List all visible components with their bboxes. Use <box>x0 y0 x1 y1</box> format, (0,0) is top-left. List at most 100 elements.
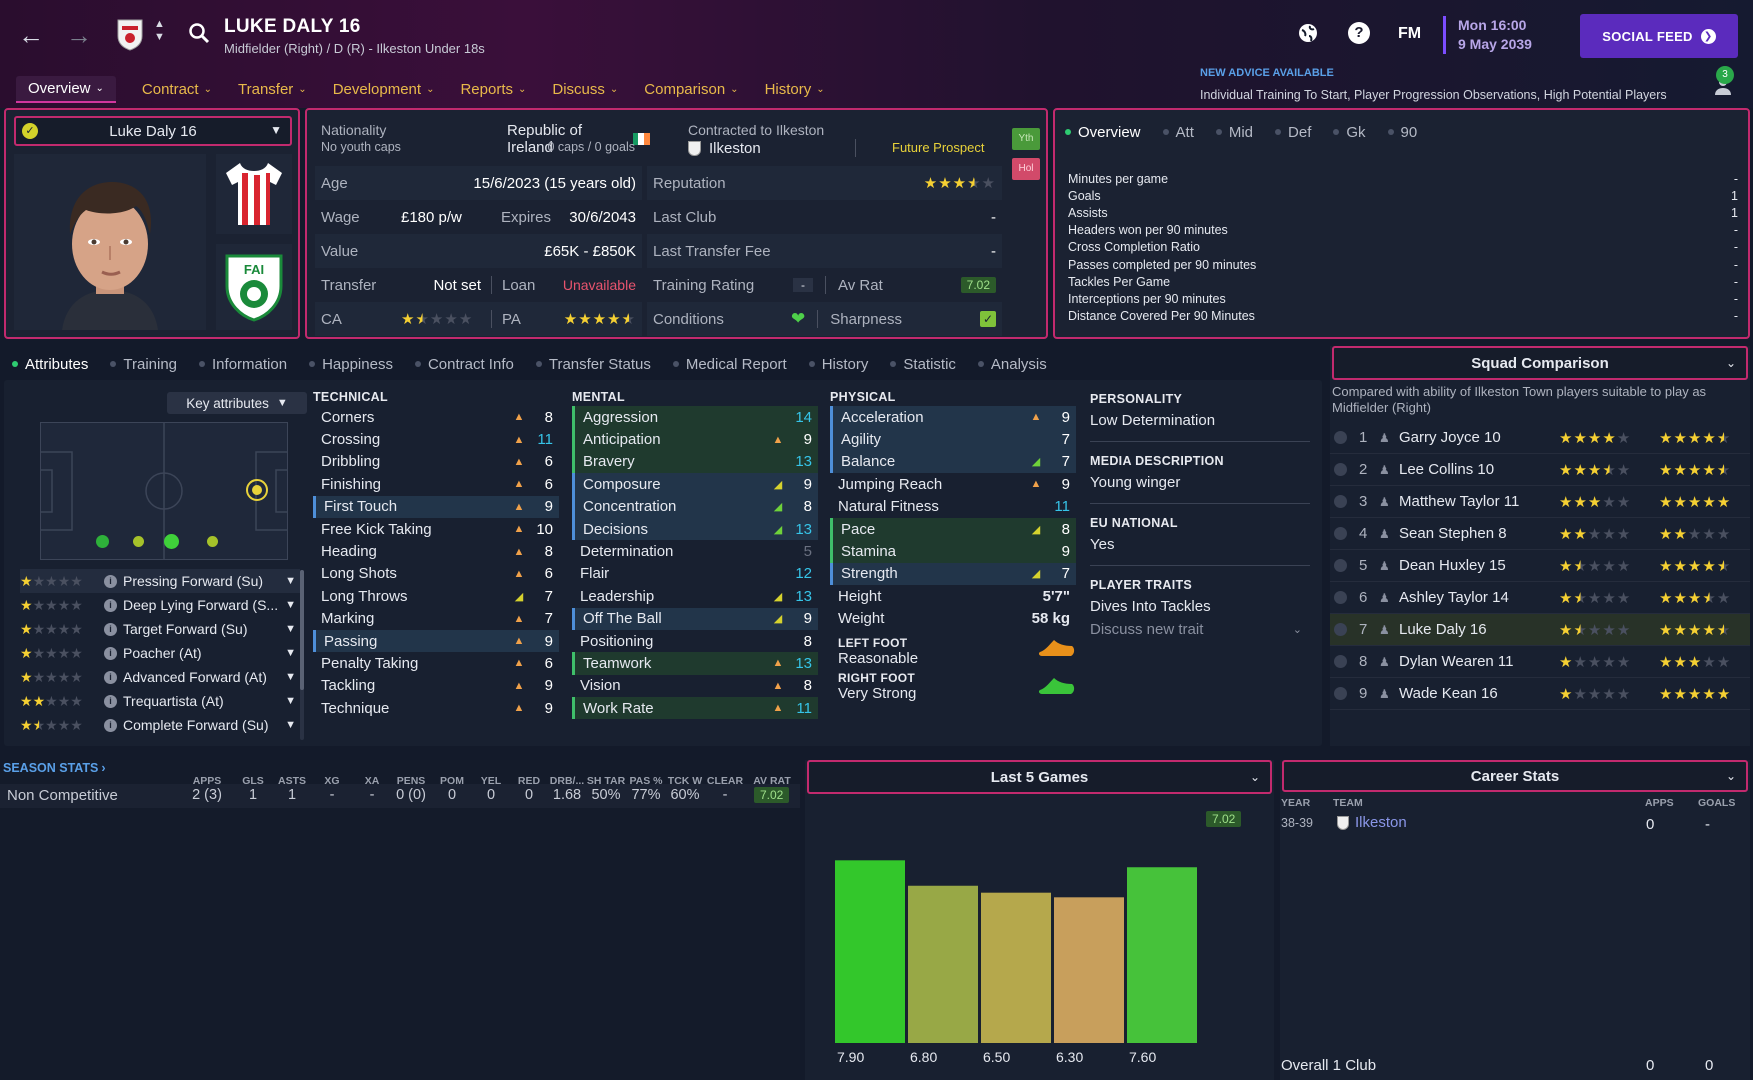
key-attributes-dropdown[interactable]: Key attributes ▼ <box>167 392 307 414</box>
attribute-row[interactable]: Penalty Taking ▲ 6 <box>313 652 559 674</box>
menu-item-development[interactable]: Development ⌄ <box>333 81 435 98</box>
rating-bar[interactable] <box>1127 867 1197 1043</box>
search-icon[interactable] <box>188 22 210 47</box>
overview-tab-overview[interactable]: Overview <box>1065 124 1141 141</box>
attribute-row[interactable]: Long Shots ▲ 6 <box>313 563 559 585</box>
select-radio-icon[interactable] <box>1334 495 1347 508</box>
attribute-row[interactable]: Crossing ▲ 11 <box>313 428 559 450</box>
attribute-row[interactable]: Aggression 14 <box>572 406 818 429</box>
attribute-row[interactable]: Composure ◢ 9 <box>572 473 818 496</box>
back-arrow-icon[interactable]: ← <box>18 20 44 50</box>
loan-value[interactable]: Unavailable <box>562 277 636 293</box>
overview-tab-def[interactable]: Def <box>1275 124 1311 141</box>
menu-item-overview[interactable]: Overview ⌄ <box>16 75 116 103</box>
squad-row[interactable]: 6 ♟ Ashley Taylor 14 ★★★★★ ★★★★★ <box>1330 582 1750 614</box>
role-item[interactable]: ★★★★★ i Advanced Forward (At) ▼ <box>20 665 300 689</box>
value-value[interactable]: £65K - £850K <box>544 242 636 260</box>
help-icon[interactable]: ? <box>1348 22 1370 44</box>
attribute-row[interactable]: Teamwork ▲ 13 <box>572 652 818 675</box>
select-radio-icon[interactable] <box>1334 559 1347 572</box>
subtab-transfer-status[interactable]: Transfer Status <box>535 356 651 373</box>
attribute-row[interactable]: Bravery 13 <box>572 450 818 474</box>
attribute-row[interactable]: Corners ▲ 8 <box>313 406 559 428</box>
attribute-row[interactable]: Free Kick Taking ▲ 10 <box>313 518 559 540</box>
attribute-row[interactable]: Passing ▲ 9 <box>313 629 559 653</box>
date-time[interactable]: Mon 16:00 9 May 2039 <box>1443 16 1532 54</box>
squad-comparison-dropdown[interactable]: Squad Comparison ⌄ <box>1332 346 1748 380</box>
info-icon[interactable]: i <box>104 694 117 708</box>
club-crest-icon[interactable] <box>116 18 144 52</box>
info-icon[interactable]: i <box>104 718 117 732</box>
select-radio-icon[interactable] <box>1334 591 1347 604</box>
squad-row[interactable]: 5 ♟ Dean Huxley 15 ★★★★★ ★★★★★ <box>1330 550 1750 582</box>
player-cycle-icon[interactable]: ▲ ▼ <box>154 18 165 43</box>
select-radio-icon[interactable] <box>1334 687 1347 700</box>
club-link[interactable]: Ilkeston <box>688 140 761 157</box>
select-radio-icon[interactable] <box>1334 623 1347 636</box>
squad-row[interactable]: 7 ♟ Luke Daly 16 ★★★★★ ★★★★★ <box>1330 614 1750 646</box>
subtab-medical-report[interactable]: Medical Report <box>672 356 787 373</box>
season-stats-link[interactable]: SEASON STATS › <box>3 761 106 775</box>
position-pitch[interactable] <box>40 422 288 560</box>
advice-text[interactable]: Individual Training To Start, Player Pro… <box>1200 88 1667 102</box>
select-radio-icon[interactable] <box>1334 431 1347 444</box>
menu-item-history[interactable]: History ⌄ <box>765 81 825 98</box>
rating-bar[interactable] <box>1054 897 1124 1043</box>
menu-item-reports[interactable]: Reports ⌄ <box>460 81 526 98</box>
transfer-value[interactable]: Not set <box>433 276 481 294</box>
attribute-row[interactable]: Vision ▲ 8 <box>572 675 818 697</box>
attribute-row[interactable]: Balance ◢ 7 <box>830 450 1076 474</box>
trait-item[interactable]: Dives Into Tackles <box>1090 598 1211 615</box>
role-item[interactable]: ★★★★★ i Deep Lying Forward (S... ▼ <box>20 593 300 617</box>
squad-row[interactable]: 4 ♟ Sean Stephen 8 ★★★★★ ★★★★★ <box>1330 518 1750 550</box>
attribute-row[interactable]: First Touch ▲ 9 <box>313 495 559 518</box>
subtab-happiness[interactable]: Happiness <box>309 356 393 373</box>
info-icon[interactable]: i <box>104 646 117 660</box>
role-item[interactable]: ★★★★★ i Target Forward (Su) ▼ <box>20 617 300 641</box>
attribute-row[interactable]: Strength ◢ 7 <box>830 562 1076 586</box>
chevron-down-icon[interactable]: ▼ <box>285 647 296 659</box>
chevron-down-icon[interactable]: ▼ <box>285 719 296 731</box>
attribute-row[interactable]: Natural Fitness 11 <box>830 496 1076 518</box>
menu-item-comparison[interactable]: Comparison ⌄ <box>644 81 738 98</box>
fm-logo[interactable]: FM <box>1398 25 1422 42</box>
nationality[interactable]: Republic of Ireland <box>507 122 650 156</box>
overview-tab-mid[interactable]: Mid <box>1215 124 1253 141</box>
squad-row[interactable]: 3 ♟ Matthew Taylor 11 ★★★★★ ★★★★★ <box>1330 486 1750 518</box>
subtab-statistic[interactable]: Statistic <box>890 356 956 373</box>
chevron-down-icon[interactable]: ▼ <box>285 575 296 587</box>
attribute-row[interactable]: Heading ▲ 8 <box>313 540 559 562</box>
attribute-row[interactable]: Agility 7 <box>830 428 1076 451</box>
wage-value[interactable]: £180 p/w <box>401 208 462 226</box>
attribute-row[interactable]: Marking ▲ 7 <box>313 608 559 630</box>
attribute-row[interactable]: Anticipation ▲ 9 <box>572 428 818 451</box>
role-item[interactable]: ★★★★★ i Pressing Forward (Su) ▼ <box>20 569 300 593</box>
menu-item-transfer[interactable]: Transfer ⌄ <box>238 81 307 98</box>
overview-tab-90[interactable]: 90 <box>1387 124 1417 141</box>
attribute-row[interactable]: Off The Ball ◢ 9 <box>572 607 818 630</box>
attribute-row[interactable]: Concentration ◢ 8 <box>572 495 818 518</box>
career-team-link[interactable]: Ilkeston <box>1337 814 1407 831</box>
info-icon[interactable]: i <box>104 670 117 684</box>
rating-bar[interactable] <box>908 885 978 1043</box>
info-icon[interactable]: i <box>104 622 117 636</box>
attribute-row[interactable]: Pace ◢ 8 <box>830 517 1076 541</box>
discuss-trait-dropdown[interactable]: Discuss new trait ⌄ <box>1090 621 1310 638</box>
chevron-down-icon[interactable]: ▼ <box>285 623 296 635</box>
attribute-row[interactable]: Tackling ▲ 9 <box>313 675 559 697</box>
subtab-contract-info[interactable]: Contract Info <box>414 356 514 373</box>
role-item[interactable]: ★★★★★ i Trequartista (At) ▼ <box>20 689 300 713</box>
menu-item-discuss[interactable]: Discuss ⌄ <box>552 81 618 98</box>
attribute-row[interactable]: Dribbling ▲ 6 <box>313 451 559 473</box>
squad-row[interactable]: 1 ♟ Garry Joyce 10 ★★★★★ ★★★★★ <box>1330 422 1750 454</box>
rating-bar[interactable] <box>835 860 905 1043</box>
player-selector[interactable]: ✓ Luke Daly 16 ▼ <box>14 116 292 146</box>
chevron-down-icon[interactable]: ▼ <box>285 695 296 707</box>
select-radio-icon[interactable] <box>1334 655 1347 668</box>
role-item[interactable]: ★★★★★ i Poacher (At) ▼ <box>20 641 300 665</box>
info-icon[interactable]: i <box>104 574 117 588</box>
attribute-row[interactable]: Flair 12 <box>572 563 818 585</box>
role-item[interactable]: ★★★★★ i Complete Forward (Su) ▼ <box>20 713 300 737</box>
info-icon[interactable]: i <box>104 598 117 612</box>
chevron-down-icon[interactable]: ▼ <box>285 599 296 611</box>
